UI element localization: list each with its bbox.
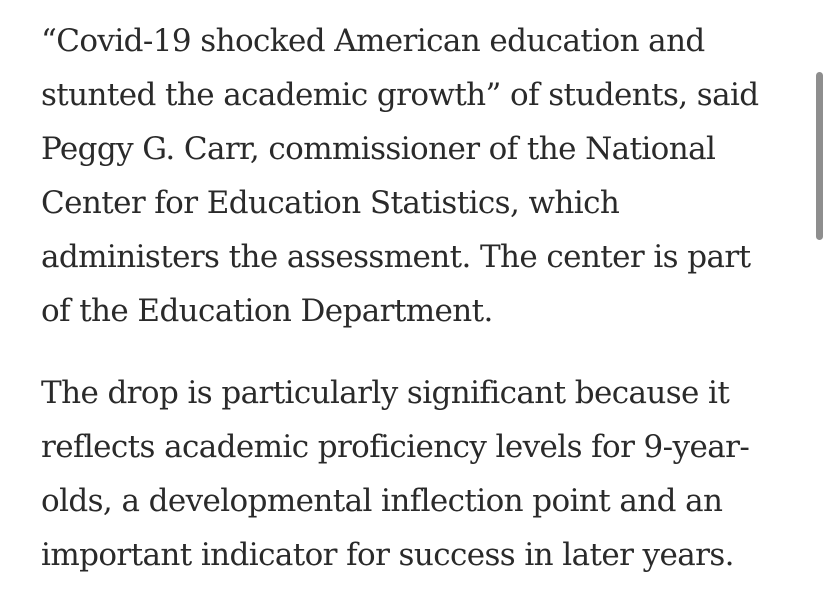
article-body: “Covid-19 shocked American education and… <box>41 14 801 582</box>
paragraph-line: Center for Education Statistics, which <box>41 185 620 221</box>
paragraph-line: reflects academic proficiency levels for… <box>41 429 750 465</box>
paragraph-line: “Covid-19 shocked American education and <box>41 23 705 59</box>
paragraph-line: The drop is particularly significant bec… <box>41 375 730 411</box>
paragraph-line: administers the assessment. The center i… <box>41 239 751 275</box>
paragraph-line: important indicator for success in later… <box>41 537 734 573</box>
paragraph-line: stunted the academic growth” of students… <box>41 77 759 113</box>
article-paragraph-significance: The drop is particularly significant bec… <box>41 366 801 582</box>
paragraph-line: olds, a developmental inflection point a… <box>41 483 723 519</box>
scrollbar-thumb[interactable] <box>816 72 823 240</box>
paragraph-line: Peggy G. Carr, commissioner of the Natio… <box>41 131 716 167</box>
article-paragraph-quote: “Covid-19 shocked American education and… <box>41 14 801 338</box>
paragraph-line: of the Education Department. <box>41 293 493 329</box>
